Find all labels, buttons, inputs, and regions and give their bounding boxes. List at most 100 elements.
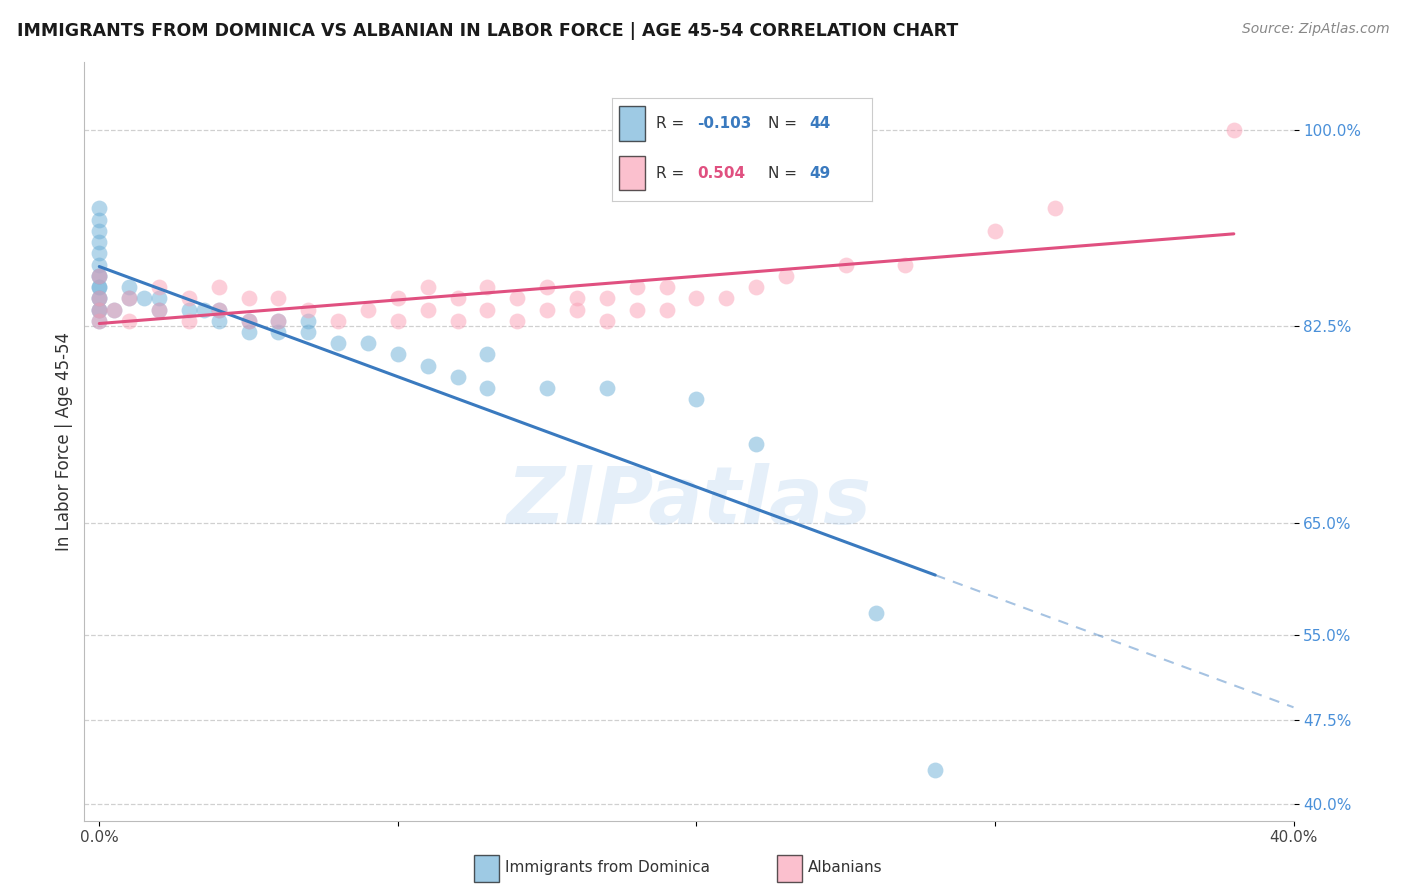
- Point: [297, 302, 319, 317]
- Point: [89, 291, 111, 305]
- Text: N =: N =: [768, 116, 797, 131]
- Point: [596, 381, 619, 395]
- Text: -0.103: -0.103: [697, 116, 752, 131]
- Text: N =: N =: [768, 166, 797, 180]
- Point: [89, 302, 111, 317]
- Point: [745, 437, 768, 451]
- Point: [89, 258, 111, 272]
- Point: [416, 302, 439, 317]
- Point: [208, 280, 231, 294]
- Point: [865, 606, 887, 620]
- Point: [357, 302, 380, 317]
- Point: [416, 280, 439, 294]
- FancyBboxPatch shape: [620, 106, 645, 141]
- Point: [565, 302, 588, 317]
- Text: Immigrants from Dominica: Immigrants from Dominica: [505, 861, 710, 875]
- Point: [536, 280, 558, 294]
- Point: [297, 325, 319, 339]
- Text: Source: ZipAtlas.com: Source: ZipAtlas.com: [1241, 22, 1389, 37]
- Text: 0.504: 0.504: [697, 166, 745, 180]
- Point: [148, 291, 170, 305]
- Point: [387, 291, 409, 305]
- Point: [1043, 202, 1066, 216]
- Point: [89, 314, 111, 328]
- Point: [177, 291, 200, 305]
- Point: [89, 291, 111, 305]
- Point: [193, 302, 215, 317]
- Point: [89, 302, 111, 317]
- Text: ZIPatlas: ZIPatlas: [506, 463, 872, 541]
- Point: [148, 302, 170, 317]
- Point: [89, 224, 111, 238]
- Point: [89, 212, 111, 227]
- Point: [238, 325, 260, 339]
- Text: R =: R =: [655, 166, 685, 180]
- Point: [118, 291, 141, 305]
- Point: [446, 370, 468, 384]
- Text: 49: 49: [810, 166, 831, 180]
- Point: [326, 336, 349, 351]
- Point: [894, 258, 917, 272]
- Point: [745, 280, 768, 294]
- Point: [596, 314, 619, 328]
- Point: [984, 224, 1007, 238]
- Point: [267, 314, 290, 328]
- Point: [565, 291, 588, 305]
- Y-axis label: In Labor Force | Age 45-54: In Labor Force | Age 45-54: [55, 332, 73, 551]
- FancyBboxPatch shape: [778, 855, 801, 882]
- Point: [89, 268, 111, 283]
- Point: [238, 291, 260, 305]
- Point: [89, 246, 111, 260]
- Point: [596, 291, 619, 305]
- Point: [924, 763, 946, 777]
- Point: [89, 302, 111, 317]
- Point: [716, 291, 738, 305]
- Point: [267, 291, 290, 305]
- Point: [132, 291, 155, 305]
- Point: [1223, 123, 1246, 137]
- Point: [118, 291, 141, 305]
- Point: [685, 291, 707, 305]
- Text: R =: R =: [655, 116, 685, 131]
- Point: [387, 314, 409, 328]
- Point: [416, 359, 439, 373]
- Point: [148, 280, 170, 294]
- Point: [89, 314, 111, 328]
- Point: [655, 302, 678, 317]
- Point: [148, 302, 170, 317]
- Point: [477, 381, 499, 395]
- Point: [626, 280, 648, 294]
- Point: [626, 302, 648, 317]
- Point: [177, 314, 200, 328]
- Point: [655, 280, 678, 294]
- Point: [506, 291, 529, 305]
- Point: [536, 302, 558, 317]
- Point: [446, 314, 468, 328]
- Point: [208, 314, 231, 328]
- Point: [326, 314, 349, 328]
- Point: [387, 347, 409, 361]
- Text: IMMIGRANTS FROM DOMINICA VS ALBANIAN IN LABOR FORCE | AGE 45-54 CORRELATION CHAR: IMMIGRANTS FROM DOMINICA VS ALBANIAN IN …: [17, 22, 957, 40]
- Point: [89, 280, 111, 294]
- Point: [103, 302, 125, 317]
- Point: [208, 302, 231, 317]
- Point: [446, 291, 468, 305]
- Point: [118, 314, 141, 328]
- Point: [89, 291, 111, 305]
- Point: [357, 336, 380, 351]
- Point: [238, 314, 260, 328]
- Point: [89, 280, 111, 294]
- Point: [177, 302, 200, 317]
- Point: [834, 258, 856, 272]
- Point: [477, 302, 499, 317]
- Point: [89, 202, 111, 216]
- Point: [297, 314, 319, 328]
- Point: [238, 314, 260, 328]
- Point: [89, 268, 111, 283]
- Point: [267, 325, 290, 339]
- Point: [267, 314, 290, 328]
- Point: [506, 314, 529, 328]
- Point: [477, 347, 499, 361]
- Point: [208, 302, 231, 317]
- Text: Albanians: Albanians: [808, 861, 883, 875]
